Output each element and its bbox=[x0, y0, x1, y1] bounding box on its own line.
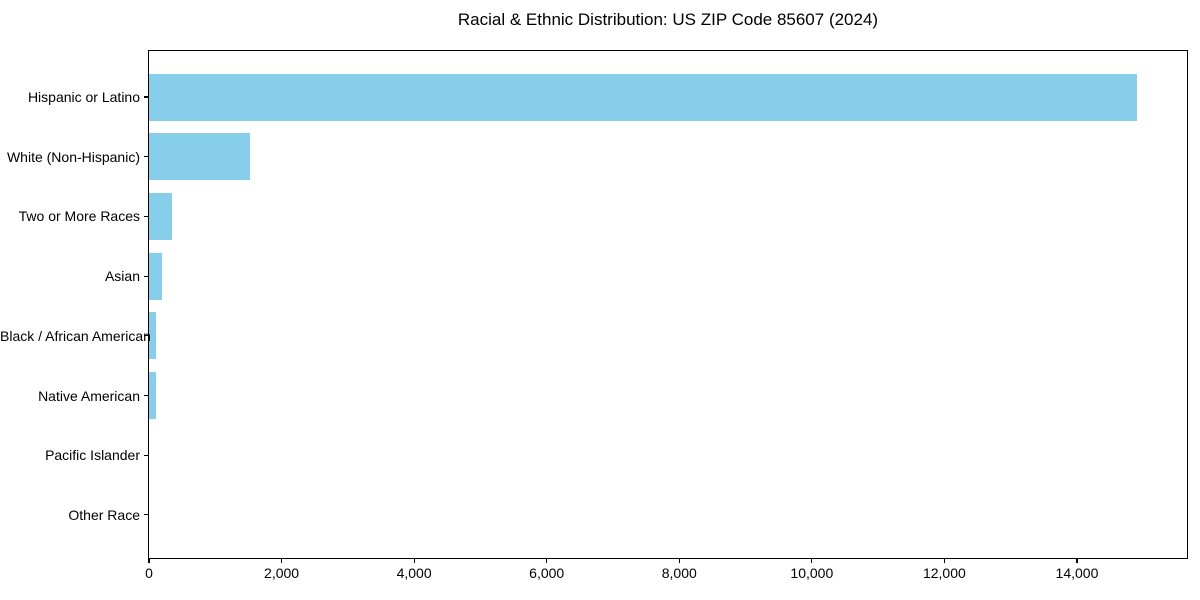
bar bbox=[149, 73, 1137, 121]
y-axis-label: Native American bbox=[38, 387, 140, 404]
y-axis-tick bbox=[144, 394, 149, 397]
y-axis-label: White (Non-Hispanic) bbox=[6, 148, 140, 165]
y-axis-tick bbox=[144, 156, 149, 158]
x-axis-tick bbox=[413, 559, 415, 563]
y-axis-label: Pacific Islander bbox=[45, 447, 140, 464]
y-axis-tick bbox=[144, 454, 149, 456]
y-axis-label: Black / African American bbox=[0, 327, 151, 344]
x-axis-tick-label: 4,000 bbox=[396, 565, 432, 581]
x-axis-tick bbox=[811, 559, 813, 563]
y-axis-tick bbox=[144, 335, 149, 337]
x-axis-tick bbox=[1076, 559, 1078, 563]
x-axis-tick-label: 10,000 bbox=[790, 565, 834, 581]
x-axis-tick-label: 8,000 bbox=[661, 565, 697, 581]
x-axis-tick bbox=[546, 559, 548, 563]
y-axis-label: Other Race bbox=[68, 506, 140, 523]
y-axis-tick bbox=[144, 215, 149, 217]
x-axis-tick-label: 6,000 bbox=[529, 565, 565, 581]
plot-area bbox=[148, 50, 1188, 559]
y-axis-label: Two or More Races bbox=[18, 208, 140, 225]
x-axis-tick-label: 2,000 bbox=[264, 565, 300, 581]
y-axis-tick bbox=[144, 514, 149, 516]
y-axis-tick bbox=[144, 96, 149, 98]
bar bbox=[149, 133, 250, 181]
x-axis-tick bbox=[280, 559, 283, 563]
y-axis-label: Asian bbox=[104, 268, 140, 285]
x-axis-tick-label: 0 bbox=[145, 565, 153, 581]
bar bbox=[149, 312, 157, 360]
x-axis-tick-label: 14,000 bbox=[1055, 565, 1099, 581]
x-axis-tick bbox=[148, 559, 150, 563]
x-axis-tick-label: 12,000 bbox=[922, 565, 966, 581]
chart-title: Racial & Ethnic Distribution: US ZIP Cod… bbox=[457, 10, 879, 29]
x-axis-tick bbox=[943, 559, 945, 563]
bar bbox=[149, 252, 162, 300]
bar bbox=[149, 192, 172, 240]
bar bbox=[149, 372, 156, 419]
y-axis-label: Hispanic or Latino bbox=[27, 89, 140, 105]
x-axis-tick bbox=[678, 559, 680, 563]
y-axis-tick bbox=[144, 275, 149, 277]
